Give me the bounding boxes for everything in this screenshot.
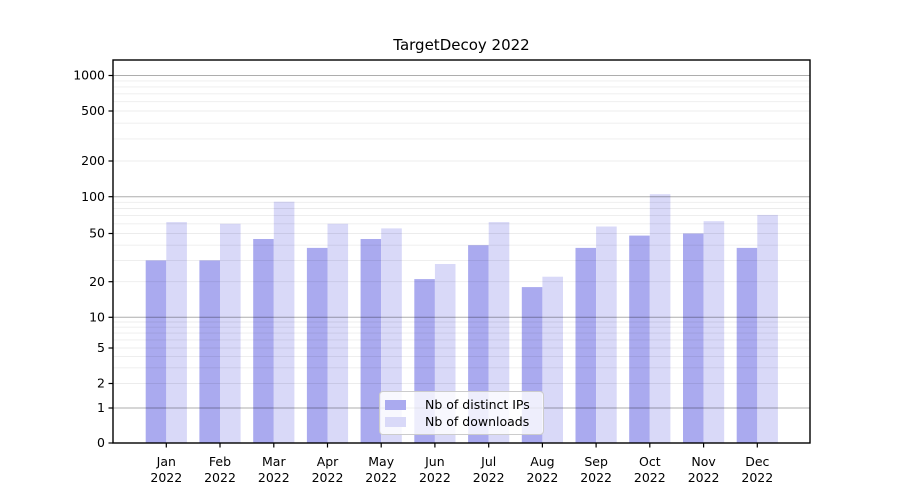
bar-downloads-aug: [542, 276, 563, 443]
bar-distinct-ips-mar: [253, 239, 274, 443]
y-tick-label: 0: [97, 435, 105, 450]
legend-label-distinct-ips: Nb of distinct IPs: [425, 397, 530, 412]
bar-downloads-sep: [596, 226, 617, 443]
bar-distinct-ips-nov: [683, 233, 704, 443]
x-tick-label-month: Feb: [209, 454, 231, 469]
y-tick-label: 10: [89, 310, 105, 325]
x-tick-label-month: Nov: [691, 454, 716, 469]
x-tick-label-year: 2022: [312, 470, 344, 485]
legend-label-downloads: Nb of downloads: [425, 414, 530, 429]
x-tick-label-year: 2022: [473, 470, 505, 485]
x-tick-label-year: 2022: [688, 470, 720, 485]
bar-distinct-ips-sep: [575, 247, 597, 443]
x-tick-label-month: Oct: [639, 454, 661, 469]
x-tick-label-month: Jul: [480, 454, 496, 469]
bar-downloads-jul: [488, 222, 510, 443]
y-tick-label: 50: [89, 226, 105, 241]
y-tick-label: 1000: [73, 68, 105, 83]
x-tick-label-year: 2022: [258, 470, 290, 485]
x-tick-label-year: 2022: [526, 470, 558, 485]
x-tick-label-month: Jun: [424, 454, 445, 469]
legend-item-distinct-ips: Nb of distinct IPs: [385, 397, 535, 412]
x-tick-label-year: 2022: [419, 470, 451, 485]
bar-distinct-ips-feb: [199, 260, 220, 443]
bar-downloads-may: [381, 228, 402, 443]
bar-downloads-oct: [649, 194, 671, 443]
bar-distinct-ips-dec: [736, 247, 758, 443]
legend-swatch-distinct-ips: [385, 399, 406, 410]
x-tick-label-month: Sep: [584, 454, 608, 469]
bar-downloads-nov: [703, 221, 725, 443]
bar-distinct-ips-may: [360, 239, 382, 443]
y-tick-label: 500: [81, 103, 105, 118]
x-tick-label-month: May: [368, 454, 394, 469]
axes-spines: [112, 59, 811, 444]
bar-distinct-ips-oct: [629, 235, 650, 443]
y-tick-label: 1: [97, 400, 105, 415]
legend: Nb of distinct IPs Nb of downloads: [379, 391, 544, 435]
x-tick-label-month: Dec: [745, 454, 769, 469]
bar-downloads-apr: [327, 223, 349, 443]
y-tick-label: 20: [89, 274, 105, 289]
x-tick-label-month: Mar: [262, 454, 286, 469]
bar-downloads-mar: [273, 201, 295, 443]
y-tick-label: 200: [81, 153, 105, 168]
x-tick-label-year: 2022: [365, 470, 397, 485]
bar-downloads-feb: [220, 223, 241, 443]
y-tick-label: 2: [97, 376, 105, 391]
legend-item-downloads: Nb of downloads: [385, 414, 535, 429]
bar-distinct-ips-jan: [145, 260, 167, 443]
bar-downloads-dec: [757, 214, 778, 443]
x-tick-label-month: Aug: [530, 454, 554, 469]
y-tick-label: 100: [81, 189, 105, 204]
x-tick-label-year: 2022: [580, 470, 612, 485]
chart-title: TargetDecoy 2022: [393, 36, 530, 54]
x-tick-label-year: 2022: [150, 470, 182, 485]
y-tick-label: 5: [97, 340, 105, 355]
x-tick-label-year: 2022: [741, 470, 773, 485]
bar-distinct-ips-apr: [306, 247, 328, 443]
x-tick-label-month: Jan: [156, 454, 176, 469]
legend-swatch-downloads: [385, 416, 406, 427]
x-tick-label-month: Apr: [317, 454, 339, 469]
x-tick-label-year: 2022: [204, 470, 236, 485]
bar-downloads-jan: [166, 222, 187, 443]
x-tick-label-year: 2022: [634, 470, 666, 485]
